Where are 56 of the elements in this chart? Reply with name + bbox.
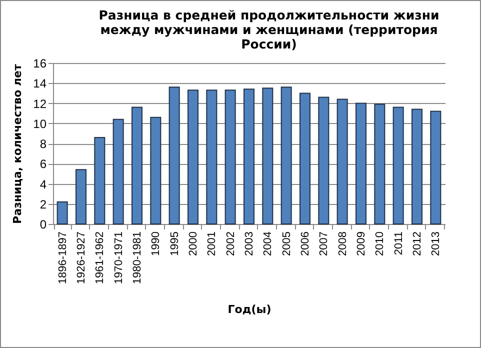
y-tick-label: 6: [40, 157, 47, 172]
y-axis-title: Разница, количество лет: [11, 64, 24, 224]
bar: [150, 116, 162, 224]
text: Разница в средней продолжительности жизни: [98, 8, 440, 22]
bar: [188, 90, 198, 224]
bar: [112, 118, 124, 224]
bar: [132, 106, 142, 224]
x-tick-label: 1961-1962: [94, 232, 106, 284]
bar: [168, 86, 180, 224]
x-tick-label: 2008: [336, 232, 349, 256]
bar: [224, 90, 236, 224]
x-tick-label: 1995: [168, 232, 181, 256]
x-tick-label: 2000: [188, 232, 200, 256]
y-tick-label: 16: [33, 56, 47, 70]
bar: [244, 88, 254, 224]
bar: [280, 86, 292, 224]
text: России): [241, 36, 297, 52]
x-tick-label: 2009: [356, 232, 368, 256]
bar: [76, 169, 86, 224]
y-tick-label: 14: [33, 76, 47, 91]
bar: [430, 110, 442, 224]
y-tick-label: 0: [40, 218, 47, 232]
x-axis-title: Год(ы): [228, 303, 272, 316]
x-tick-label: 2002: [224, 232, 237, 256]
x-tick-label: 1990: [150, 232, 162, 256]
x-tick-label: 2012: [412, 232, 424, 256]
x-tick-label: 2007: [318, 232, 330, 256]
y-tick-label: 8: [40, 137, 47, 151]
y-tick-label: 10: [33, 116, 47, 131]
text: между мужчинами и женщинами (территория: [100, 22, 438, 37]
x-tick-label: 2006: [300, 232, 312, 256]
x-tick-label: 2005: [280, 232, 293, 256]
bar: [56, 201, 68, 224]
x-tick-label: 1970-1971: [112, 232, 125, 284]
bar: [262, 88, 274, 224]
bar: [336, 98, 348, 224]
x-tick-label: 1980-1981: [132, 232, 144, 284]
bar: [356, 102, 366, 224]
bar: [318, 96, 330, 224]
x-tick-label: 2011: [392, 232, 405, 256]
bar: [412, 108, 422, 224]
x-tick-label: 2013: [430, 232, 442, 256]
bar: [374, 104, 386, 224]
x-tick-label: 2004: [262, 232, 274, 256]
bar: [392, 106, 404, 224]
bar: [94, 136, 106, 224]
bar: [206, 90, 218, 224]
y-tick-label: 4: [40, 177, 47, 192]
x-tick-label: 2003: [244, 232, 256, 256]
y-tick-label: 12: [33, 96, 47, 111]
x-tick-label: 1926-1927: [76, 232, 88, 284]
bar: [300, 92, 310, 224]
x-tick-label: 1896-1897: [56, 232, 69, 284]
y-tick-label: 2: [40, 197, 47, 212]
x-tick-label: 2010: [374, 232, 386, 256]
x-tick-label: 2001: [206, 232, 218, 256]
